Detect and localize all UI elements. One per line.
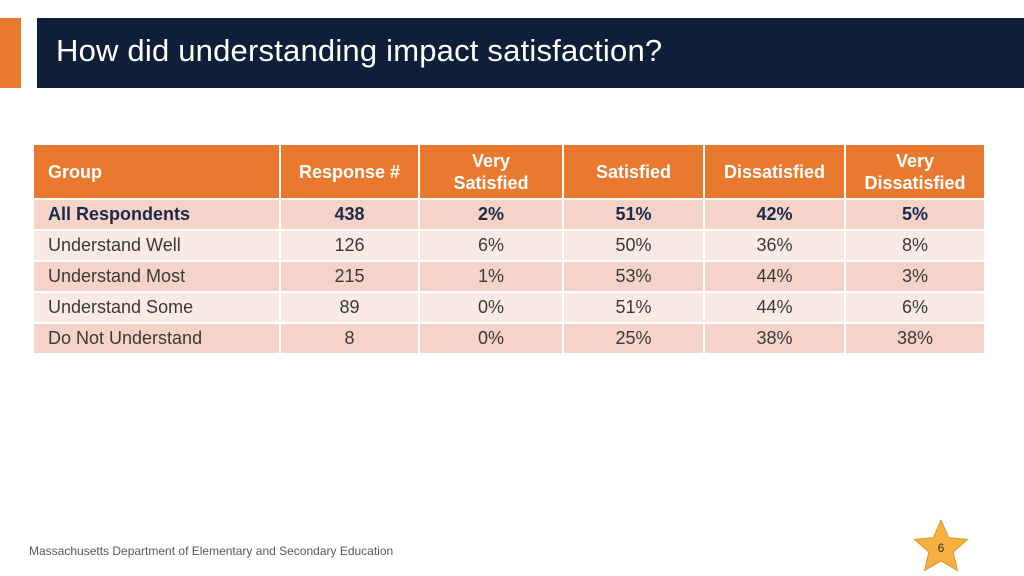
slide-title: How did understanding impact satisfactio… [56, 33, 663, 68]
cell-very-satisfied: 6% [418, 229, 564, 262]
cell-responses: 89 [279, 291, 420, 324]
cell-responses: 215 [279, 260, 420, 293]
table-row: Understand Some 89 0% 51% 44% 6% [32, 291, 986, 324]
cell-very-dissatisfied: 5% [844, 198, 986, 231]
footer-organization: Massachusetts Department of Elementary a… [29, 544, 394, 558]
star-icon [913, 519, 969, 572]
cell-responses: 8 [279, 322, 420, 355]
cell-very-satisfied: 0% [418, 322, 564, 355]
header-very-satisfied-line1: Very [471, 150, 511, 171]
cell-satisfied: 53% [562, 260, 705, 293]
cell-very-satisfied: 1% [418, 260, 564, 293]
cell-very-satisfied: 0% [418, 291, 564, 324]
cell-dissatisfied: 44% [703, 260, 846, 293]
cell-responses: 438 [279, 198, 420, 231]
header-very-dissatisfied-line1: Very [895, 150, 935, 171]
cell-dissatisfied: 36% [703, 229, 846, 262]
cell-very-dissatisfied: 3% [844, 260, 986, 293]
title-band: How did understanding impact satisfactio… [37, 18, 1024, 88]
satisfaction-table: Group Response # Very Satisfied Satisfied… [32, 143, 986, 355]
cell-very-satisfied: 2% [418, 198, 564, 231]
cell-group: Understand Well [32, 229, 281, 262]
table-header-row: Group Response # Very Satisfied Satisfied… [32, 143, 986, 200]
page-number-badge: 6 [910, 518, 972, 576]
cell-very-dissatisfied: 6% [844, 291, 986, 324]
header-response-count: Response # [279, 143, 420, 200]
cell-dissatisfied: 38% [703, 322, 846, 355]
cell-satisfied: 25% [562, 322, 705, 355]
header-dissatisfied-label: Dissatisfied [723, 161, 826, 182]
cell-group: All Respondents [32, 198, 281, 231]
header-response-count-label: Response # [298, 161, 401, 182]
cell-satisfied: 51% [562, 291, 705, 324]
table-row: Understand Well 126 6% 50% 36% 8% [32, 229, 986, 262]
table-row-all-respondents: All Respondents 438 2% 51% 42% 5% [32, 198, 986, 231]
cell-responses: 126 [279, 229, 420, 262]
accent-bar [0, 18, 21, 88]
cell-dissatisfied: 42% [703, 198, 846, 231]
header-satisfied: Satisfied [562, 143, 705, 200]
header-group-label: Group [48, 161, 102, 182]
cell-group: Do Not Understand [32, 322, 281, 355]
cell-dissatisfied: 44% [703, 291, 846, 324]
header-dissatisfied: Dissatisfied [703, 143, 846, 200]
header-very-satisfied-line2: Satisfied [453, 172, 529, 193]
cell-satisfied: 51% [562, 198, 705, 231]
header-satisfied-label: Satisfied [595, 161, 672, 182]
header-group: Group [32, 143, 281, 200]
cell-very-dissatisfied: 8% [844, 229, 986, 262]
table-row: Do Not Understand 8 0% 25% 38% 38% [32, 322, 986, 355]
cell-group: Understand Most [32, 260, 281, 293]
cell-very-dissatisfied: 38% [844, 322, 986, 355]
cell-group: Understand Some [32, 291, 281, 324]
cell-satisfied: 50% [562, 229, 705, 262]
header-very-satisfied: Very Satisfied [418, 143, 564, 200]
table-row: Understand Most 215 1% 53% 44% 3% [32, 260, 986, 293]
page-number: 6 [937, 541, 945, 555]
header-very-dissatisfied: Very Dissatisfied [844, 143, 986, 200]
header-very-dissatisfied-line2: Dissatisfied [864, 172, 966, 193]
